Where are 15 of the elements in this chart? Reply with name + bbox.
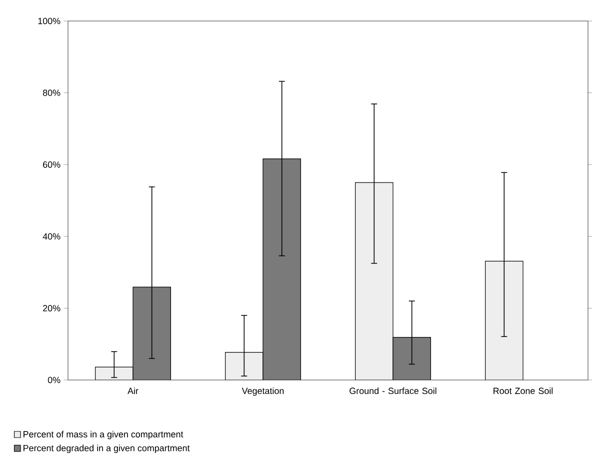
y-tick-label: 80% <box>43 90 60 96</box>
y-tick-label: 60% <box>43 161 60 168</box>
legend-label: Percent degraded in a given compartment <box>24 444 190 454</box>
y-tick-label: 20% <box>43 305 60 312</box>
x-tick-label: Vegetation <box>242 387 284 396</box>
y-tick-label: 100% <box>38 18 60 24</box>
bar <box>355 182 394 380</box>
bar <box>95 367 133 380</box>
x-tick-label: Air <box>128 387 138 394</box>
y-tick-label: 0% <box>48 376 60 384</box>
y-tick-label: 40% <box>42 233 60 240</box>
bar <box>262 158 302 380</box>
legend-label: Percent of mass in a given compartment <box>24 430 184 440</box>
x-tick-label: Ground - Surface Soil <box>350 387 436 394</box>
x-tick-label: Root Zone Soil <box>494 387 553 394</box>
